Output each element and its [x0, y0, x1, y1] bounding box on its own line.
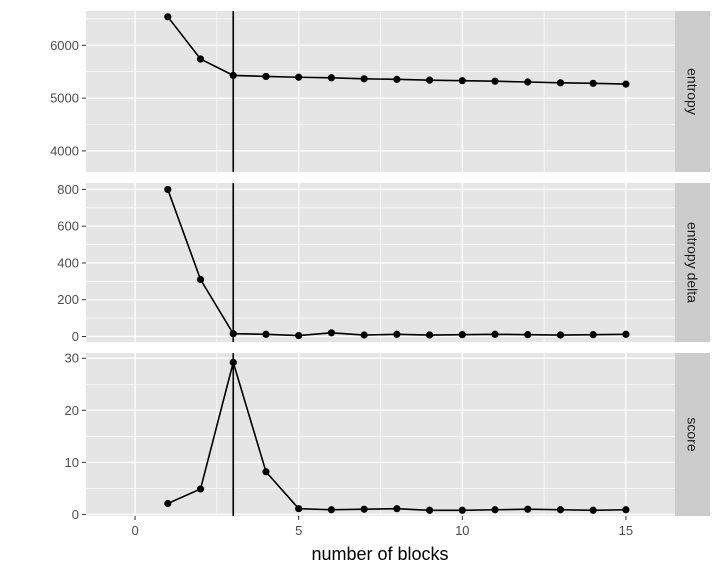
- data-point: [295, 331, 303, 340]
- data-point: [589, 506, 597, 514]
- data-point: [229, 71, 237, 79]
- data-point: [458, 77, 466, 85]
- y-tick-label: 400: [57, 255, 79, 270]
- facet-strip-label: score: [685, 417, 701, 451]
- data-point: [556, 331, 565, 339]
- y-tick-label: 0: [72, 329, 79, 344]
- data-point: [491, 506, 499, 514]
- x-axis-title: number of blocks: [311, 544, 448, 564]
- y-tick-label: 6000: [50, 38, 79, 53]
- data-point: [491, 330, 499, 338]
- facet-panels: 400050006000entropy0200400600800entropy …: [50, 11, 710, 522]
- data-point: [622, 80, 630, 88]
- x-tick-label: 5: [295, 523, 302, 538]
- y-tick-label: 5000: [50, 91, 79, 106]
- data-point: [229, 330, 237, 338]
- x-tick-label: 15: [619, 523, 633, 538]
- data-point: [327, 506, 336, 514]
- data-point: [164, 499, 172, 508]
- y-tick-label: 20: [65, 403, 79, 418]
- data-point: [589, 331, 597, 339]
- x-tick-label: 10: [455, 523, 469, 538]
- y-tick-label: 800: [57, 182, 79, 197]
- data-point: [327, 329, 336, 337]
- data-point: [295, 73, 303, 81]
- facet-entropy-delta: 0 200 400 600 800 entropy delta: [57, 182, 710, 344]
- data-point: [524, 78, 532, 86]
- data-point: [622, 506, 630, 514]
- data-point: [491, 77, 499, 85]
- data-point: [589, 79, 597, 87]
- data-point: [262, 330, 270, 338]
- data-point: [425, 331, 434, 339]
- y-tick-label: 600: [57, 219, 79, 234]
- facet-strip: [675, 353, 710, 516]
- facet-strip: [675, 11, 710, 172]
- data-point: [556, 506, 565, 514]
- x-axis: 0 5 10 15: [131, 516, 633, 538]
- data-point: [425, 76, 434, 84]
- data-point: [229, 358, 237, 366]
- data-point: [360, 75, 368, 83]
- y-tick-label: 200: [57, 292, 79, 307]
- facet-score: 0 10 20 30 score: [65, 351, 710, 522]
- data-point: [262, 468, 270, 476]
- data-point: [360, 505, 368, 513]
- y-tick-label: 30: [65, 351, 79, 366]
- data-point: [393, 505, 401, 513]
- data-point: [327, 74, 336, 82]
- facet-strip-label: entropy delta: [685, 222, 701, 303]
- y-tick-label: 0: [72, 507, 79, 522]
- data-point: [524, 505, 532, 513]
- data-point: [196, 275, 205, 284]
- data-point: [295, 505, 303, 513]
- y-tick-label: 4000: [50, 143, 79, 158]
- data-point: [164, 185, 172, 194]
- y-tick-label: 10: [65, 455, 79, 470]
- data-point: [425, 506, 434, 514]
- data-point: [622, 330, 630, 338]
- data-point: [393, 330, 401, 338]
- facet-strip-label: entropy: [685, 68, 701, 115]
- data-point: [196, 55, 205, 63]
- data-point: [164, 13, 172, 21]
- data-point: [458, 506, 466, 514]
- facet-entropy: 4000 5000 6000 entropy: [50, 11, 710, 172]
- x-tick-label: 0: [131, 523, 138, 538]
- data-point: [393, 75, 401, 83]
- data-point: [556, 79, 565, 87]
- data-point: [458, 331, 466, 339]
- data-point: [196, 485, 205, 493]
- data-point: [524, 331, 532, 339]
- data-point: [262, 72, 270, 81]
- data-point: [360, 331, 368, 339]
- facet-strip: [675, 183, 710, 342]
